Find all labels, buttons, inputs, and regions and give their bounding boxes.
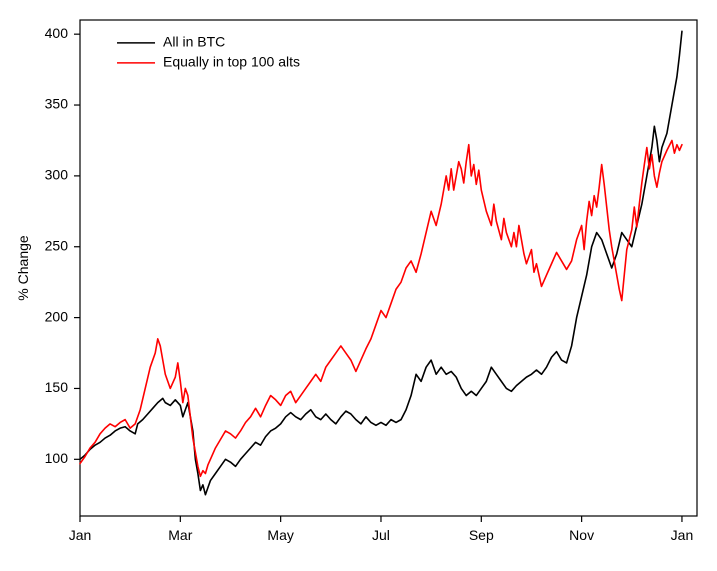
y-tick-label: 400 <box>45 25 69 41</box>
x-tick-label: May <box>267 527 293 543</box>
x-tick-label: Jan <box>69 527 92 543</box>
x-tick-label: Sep <box>469 527 494 543</box>
chart-container: 100 150 200 250 300 350 400 Jan Mar May Jul Sep Nov J… <box>0 0 717 571</box>
y-axis-title: % Change <box>15 235 31 301</box>
y-tick-label: 200 <box>45 308 69 324</box>
chart-background <box>0 0 717 571</box>
y-tick-label: 100 <box>45 450 69 466</box>
y-tick-label: 350 <box>45 96 69 112</box>
y-tick-label: 250 <box>45 237 69 253</box>
line-chart: 100 150 200 250 300 350 400 Jan Mar May Jul Sep Nov J… <box>0 0 717 571</box>
x-tick-label: Jul <box>372 527 390 543</box>
legend-label: All in BTC <box>163 34 225 50</box>
x-tick-label: Jan <box>671 527 694 543</box>
y-tick-label: 300 <box>45 167 69 183</box>
x-tick-label: Nov <box>569 527 594 543</box>
x-tick-label: Mar <box>168 527 192 543</box>
legend-label: Equally in top 100 alts <box>163 54 300 70</box>
y-tick-label: 150 <box>45 379 69 395</box>
